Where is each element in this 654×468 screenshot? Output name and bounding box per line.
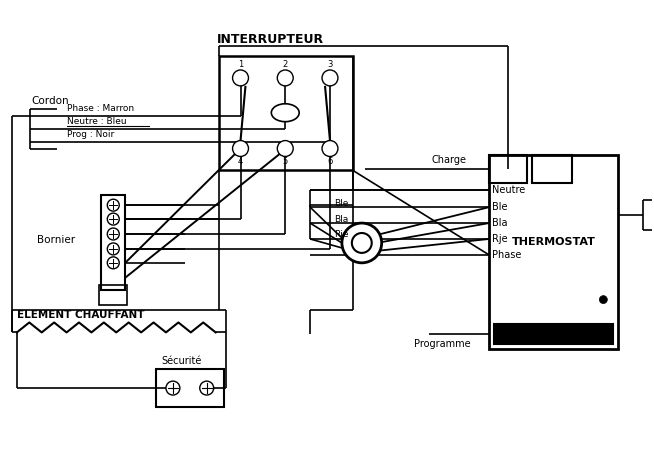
Bar: [494, 324, 613, 344]
Text: 1: 1: [238, 59, 243, 68]
Text: Ble: Ble: [492, 202, 508, 212]
Circle shape: [199, 381, 214, 395]
Text: ELEMENT CHAUFFANT: ELEMENT CHAUFFANT: [17, 309, 145, 320]
Circle shape: [277, 140, 293, 156]
Circle shape: [322, 140, 338, 156]
Bar: [101, 195, 125, 290]
Circle shape: [277, 70, 293, 86]
Circle shape: [166, 381, 180, 395]
Text: THERMOSTAT: THERMOSTAT: [511, 237, 596, 247]
Text: 6: 6: [327, 157, 333, 166]
Text: Rje: Rje: [334, 231, 349, 240]
Text: Bornier: Bornier: [37, 235, 75, 245]
Circle shape: [107, 257, 119, 269]
Text: Neutre : Bleu: Neutre : Bleu: [67, 117, 126, 126]
Circle shape: [599, 296, 608, 304]
Text: Charge: Charge: [432, 155, 466, 166]
Text: 3: 3: [327, 59, 333, 68]
Circle shape: [352, 233, 371, 253]
Text: Bla: Bla: [492, 218, 508, 228]
Bar: [532, 155, 572, 183]
Text: Prog : Noir: Prog : Noir: [67, 130, 114, 139]
Circle shape: [107, 243, 119, 255]
Text: Phase: Phase: [492, 250, 521, 260]
Text: Sécurité: Sécurité: [161, 356, 201, 366]
Circle shape: [107, 199, 119, 211]
Circle shape: [107, 228, 119, 240]
Bar: [99, 285, 127, 305]
Text: Neutre: Neutre: [492, 185, 525, 195]
Circle shape: [342, 223, 382, 263]
Bar: [156, 369, 224, 407]
Text: Ble: Ble: [334, 199, 349, 208]
Text: Rje: Rje: [492, 234, 508, 244]
Bar: [489, 155, 527, 183]
Text: Phase : Marron: Phase : Marron: [67, 104, 133, 113]
Circle shape: [233, 70, 249, 86]
Text: 5: 5: [283, 157, 288, 166]
Text: Bla: Bla: [334, 215, 348, 224]
Text: Cordon: Cordon: [32, 96, 69, 106]
Bar: [489, 155, 618, 349]
Circle shape: [107, 213, 119, 225]
Ellipse shape: [271, 104, 299, 122]
Bar: [218, 56, 353, 170]
Circle shape: [233, 140, 249, 156]
Circle shape: [322, 70, 338, 86]
Text: 4: 4: [238, 157, 243, 166]
Text: 2: 2: [283, 59, 288, 68]
Text: Programme: Programme: [415, 339, 471, 349]
Text: INTERRUPTEUR: INTERRUPTEUR: [216, 33, 324, 46]
